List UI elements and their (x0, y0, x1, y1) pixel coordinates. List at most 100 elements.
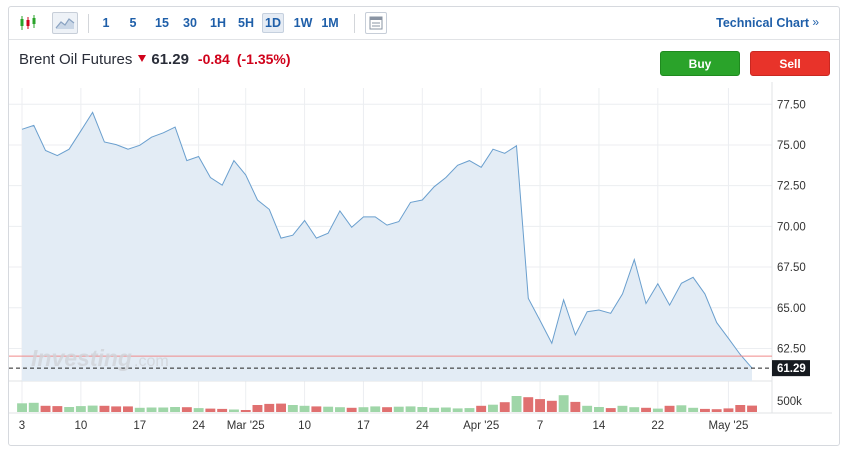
timeframe-1w[interactable]: 1W (293, 16, 313, 30)
buy-button[interactable]: Buy (660, 51, 740, 76)
volume-bar (170, 407, 180, 412)
volume-bar (264, 403, 275, 412)
volume-bar (311, 406, 322, 412)
x-tick-label: 3 (19, 420, 25, 432)
toolbar-divider (88, 14, 89, 33)
volume-bar (299, 405, 310, 412)
last-price: 61.29 (151, 51, 189, 68)
volume-bar (570, 401, 581, 412)
volume-bar (323, 406, 334, 412)
volume-axis-label: 500k (777, 396, 802, 408)
current-price-badge (772, 360, 810, 377)
volume-bar (111, 406, 122, 412)
volume-bar (370, 406, 381, 412)
volume-bar (605, 408, 616, 412)
volume-bar (676, 405, 687, 412)
volume-bar (511, 396, 522, 412)
timeframe-1h[interactable]: 1H (210, 16, 226, 30)
volume-bar (158, 407, 169, 412)
price-change: -0.84 (197, 51, 230, 67)
volume-bar (652, 408, 663, 412)
volume-bar (28, 402, 39, 412)
x-tick-label: 24 (192, 420, 205, 432)
chart-toolbar: 1 5 15 30 1H 5H 1D 1W 1M Technical Chart… (9, 7, 839, 40)
y-tick-label: 72.50 (777, 181, 806, 193)
timeframe-1d[interactable]: 1D (262, 13, 284, 33)
toolbar-divider (354, 14, 355, 33)
volume-bar (217, 408, 228, 412)
watermark-suffix: .com (134, 353, 169, 370)
area-chart-icon[interactable] (52, 12, 78, 34)
double-chevron-right-icon: » (812, 15, 819, 29)
x-tick-label: May '25 (708, 420, 748, 432)
volume-bar (594, 407, 604, 412)
technical-chart-link[interactable]: Technical Chart (716, 16, 809, 30)
timeframe-30[interactable]: 30 (183, 16, 197, 30)
x-tick-label: 22 (651, 420, 664, 432)
volume-bar (582, 405, 593, 412)
x-tick-label: Mar '25 (227, 420, 265, 432)
volume-bar (181, 407, 192, 412)
timeframe-5h[interactable]: 5H (238, 16, 254, 30)
timeframe-15[interactable]: 15 (155, 16, 169, 30)
investing-watermark: Investing .com (31, 345, 169, 371)
volume-bar (405, 406, 416, 412)
volume-bar (87, 405, 98, 412)
x-tick-label: 10 (298, 420, 311, 432)
volume-bar (629, 407, 640, 412)
volume-bar (488, 404, 498, 412)
volume-bar (240, 410, 251, 412)
volume-bar (440, 407, 451, 412)
instrument-name: Brent Oil Futures (19, 51, 133, 68)
volume-bar (134, 407, 145, 412)
x-tick-label: 10 (74, 420, 87, 432)
price-line (21, 111, 753, 369)
volume-bar (723, 408, 734, 412)
volume-bar (452, 408, 463, 412)
volume-bar (476, 405, 487, 412)
volume-bar (17, 403, 27, 412)
y-tick-label: 67.50 (777, 262, 806, 274)
y-tick-label: 70.00 (777, 221, 806, 233)
x-tick-label: 14 (593, 420, 606, 432)
volume-bar (52, 406, 63, 412)
price-change-percent: (-1.35%) (236, 51, 291, 67)
volume-bar (252, 405, 263, 412)
volume-bar (75, 406, 86, 412)
volume-bar (664, 405, 675, 412)
volume-bar (641, 407, 651, 412)
timeframe-1[interactable]: 1 (102, 16, 110, 30)
volume-bar (747, 405, 757, 412)
current-price-label: 61.29 (777, 363, 806, 375)
price-area (22, 112, 752, 382)
volume-bar (417, 407, 428, 412)
calendar-icon[interactable] (365, 12, 387, 34)
x-tick-label: Apr '25 (463, 420, 499, 432)
sell-button[interactable]: Sell (750, 51, 830, 76)
candlestick-icon[interactable] (17, 12, 39, 34)
volume-bar (335, 407, 345, 412)
volume-bar (287, 405, 298, 412)
volume-bar (229, 409, 239, 412)
volume-bar (535, 399, 545, 412)
volume-bar (146, 407, 157, 412)
volume-bar (276, 403, 286, 412)
volume-bar (123, 406, 133, 412)
volume-bar (346, 407, 357, 412)
timeframe-5[interactable]: 5 (129, 16, 137, 30)
volume-bar (735, 405, 746, 412)
volume-bar (464, 408, 475, 412)
volume-bar (617, 405, 628, 412)
volume-bar (393, 406, 404, 412)
volume-bar (711, 409, 722, 412)
y-tick-label: 65.00 (777, 303, 806, 315)
x-axis: 3 10 17 24 Mar '25 10 17 24 Apr '25 7 14 22 May '25 (19, 420, 749, 432)
volume-bar (700, 408, 710, 412)
timeframe-1m[interactable]: 1M (321, 16, 339, 30)
instrument-header: Brent Oil Futures 61.29 -0.84 (-1.35%) (19, 51, 291, 68)
volume-bar (358, 407, 369, 412)
volume-bar (64, 407, 75, 412)
volume-bar (688, 407, 699, 412)
x-tick-label: 24 (416, 420, 429, 432)
